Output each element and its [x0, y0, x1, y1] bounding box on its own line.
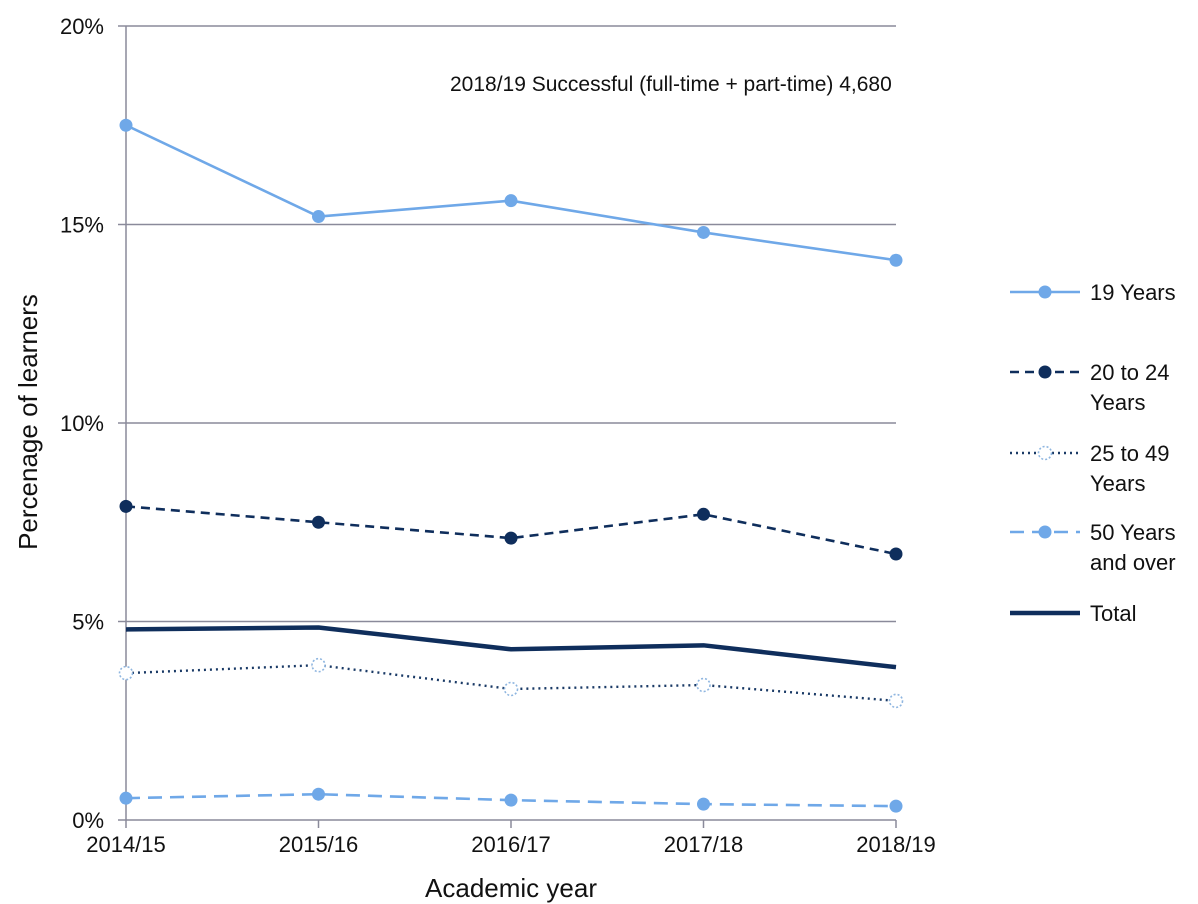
- legend-swatch-marker: [1037, 445, 1053, 461]
- data-point-50-years-and-over: [119, 791, 133, 805]
- y-tick-labels: 0% 5% 10% 15% 20%: [60, 14, 104, 833]
- series-group: [118, 118, 904, 813]
- legend-label: 25 to 49: [1090, 441, 1170, 466]
- data-point-20-to-24-years: [312, 515, 325, 529]
- legend-label: Years: [1090, 471, 1145, 496]
- legend-label: Total: [1090, 601, 1136, 626]
- legend-item-50-years-and-over: 50 Years and over: [1010, 520, 1176, 575]
- series-total: [125, 625, 897, 670]
- series-25-to-49-years: [118, 657, 904, 709]
- series-line-19-years: [125, 124, 897, 262]
- data-point-50-years-and-over: [889, 799, 903, 813]
- data-point-19-years: [119, 118, 133, 132]
- legend-label: 50 Years: [1090, 520, 1176, 545]
- data-point-25-to-49-years: [311, 657, 326, 673]
- data-point-19-years: [697, 225, 710, 239]
- series-line-20-to-24-years: [125, 505, 897, 556]
- legend-label: and over: [1090, 550, 1176, 575]
- legend-item-19-years: 19 Years: [1010, 280, 1176, 305]
- legend-item-total: Total: [1010, 601, 1136, 626]
- y-tick-label: 15%: [60, 213, 104, 238]
- data-point-20-to-24-years: [889, 547, 903, 561]
- y-tick-label: 20%: [60, 14, 104, 39]
- data-point-50-years-and-over: [312, 787, 325, 801]
- x-tick-label: 2015/16: [279, 832, 359, 857]
- legend-label: 19 Years: [1090, 280, 1176, 305]
- legend-label: Years: [1090, 390, 1145, 415]
- series-50-years-and-over: [119, 787, 903, 813]
- y-tick-label: 0%: [72, 808, 104, 833]
- series-19-years: [119, 118, 903, 267]
- x-tick-label: 2017/18: [664, 832, 744, 857]
- annotation: 2018/19 Successful (full-time + part-tim…: [450, 73, 892, 96]
- data-point-19-years: [889, 253, 903, 267]
- x-tick-label: 2018/19: [856, 832, 936, 857]
- data-point-25-to-49-years: [503, 681, 519, 697]
- series-line-25-to-49-years: [125, 663, 897, 703]
- y-tick-label: 10%: [60, 411, 104, 436]
- data-point-25-to-49-years: [118, 665, 134, 681]
- x-tick-label: 2014/15: [86, 832, 166, 857]
- legend: 19 Years 20 to 24 Years 25 to 49 Years 50 Yea…: [1010, 280, 1176, 626]
- y-tick-label: 5%: [72, 610, 104, 635]
- data-point-20-to-24-years: [697, 507, 710, 521]
- data-point-19-years: [312, 210, 325, 224]
- data-point-50-years-and-over: [504, 793, 518, 807]
- legend-label: 20 to 24: [1090, 360, 1170, 385]
- legend-swatch-marker: [1038, 525, 1052, 539]
- legend-item-20-to-24-years: 20 to 24 Years: [1010, 360, 1170, 415]
- data-point-20-to-24-years: [504, 531, 518, 545]
- series-20-to-24-years: [119, 499, 903, 561]
- legend-swatch-marker: [1038, 365, 1052, 379]
- gridlines: [118, 25, 897, 828]
- data-point-25-to-49-years: [696, 677, 711, 693]
- x-axis-title: Academic year: [425, 873, 597, 903]
- data-point-20-to-24-years: [119, 499, 133, 513]
- data-point-25-to-49-years: [888, 693, 904, 709]
- data-point-19-years: [504, 194, 518, 208]
- series-line-total: [125, 625, 897, 670]
- x-tick-label: 2016/17: [471, 832, 551, 857]
- legend-swatch-marker: [1038, 285, 1052, 299]
- x-tick-labels: 2014/15 2015/16 2016/17 2017/18 2018/19: [86, 832, 936, 857]
- y-axis-title: Percenage of learners: [13, 294, 43, 550]
- legend-item-25-to-49-years: 25 to 49 Years: [1010, 441, 1170, 496]
- data-point-50-years-and-over: [697, 797, 710, 811]
